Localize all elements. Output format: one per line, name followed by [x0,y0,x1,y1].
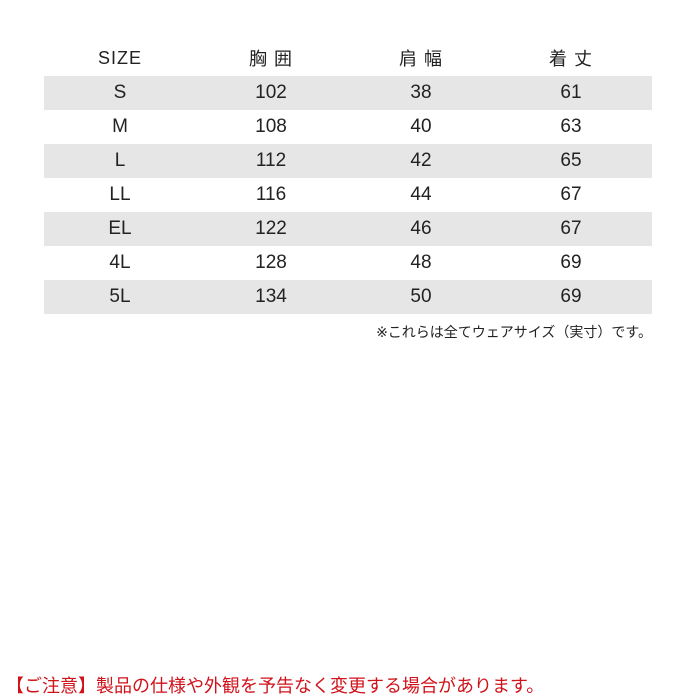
size-note: ※これらは全てウェアサイズ（実寸）です。 [376,324,652,340]
cell-shoulder: 42 [410,150,432,171]
cell-size: 4L [109,252,131,273]
table-row: LL 116 44 67 [44,178,652,212]
cell-size: M [112,116,128,137]
caution-text: 【ご注意】製品の仕様や外観を予告なく変更する場合があります。 [6,676,545,696]
table-row: 4L 128 48 69 [44,246,652,280]
cell-shoulder: 40 [410,116,432,137]
cell-length: 65 [560,150,582,171]
cell-chest: 108 [255,116,287,137]
table-header: SIZE 胸 囲 肩 幅 着 丈 [44,40,652,76]
table-row: M 108 40 63 [44,110,652,144]
cell-chest: 102 [255,82,287,103]
cell-size: LL [109,184,131,205]
cell-length: 61 [560,82,582,103]
cell-chest: 128 [255,252,287,273]
cell-shoulder: 48 [410,252,432,273]
header-length: 着 丈 [548,49,593,69]
cell-chest: 134 [255,286,287,307]
cell-length: 67 [560,184,582,205]
table-row: S 102 38 61 [44,76,652,110]
cell-size: L [114,150,126,171]
cell-length: 69 [560,286,582,307]
cell-size: 5L [109,286,131,307]
table-row: 5L 134 50 69 [44,280,652,314]
cell-length: 67 [560,218,582,239]
cell-length: 63 [560,116,582,137]
cell-size: S [113,82,127,103]
cell-size: EL [108,218,132,239]
cell-chest: 122 [255,218,287,239]
table-row: L 112 42 65 [44,144,652,178]
header-size: SIZE [97,47,142,68]
cell-shoulder: 44 [410,184,432,205]
cell-shoulder: 38 [410,82,432,103]
header-shoulder: 肩 幅 [398,49,443,69]
cell-length: 69 [560,252,582,273]
table-row: EL 122 46 67 [44,212,652,246]
size-table: SIZE 胸 囲 肩 幅 着 丈 S 102 38 61 M 108 40 63 L 112 42 6… [44,40,652,314]
cell-shoulder: 50 [410,286,432,307]
header-chest: 胸 囲 [248,49,293,69]
cell-shoulder: 46 [410,218,432,239]
cell-chest: 112 [255,150,287,171]
cell-chest: 116 [255,184,287,205]
